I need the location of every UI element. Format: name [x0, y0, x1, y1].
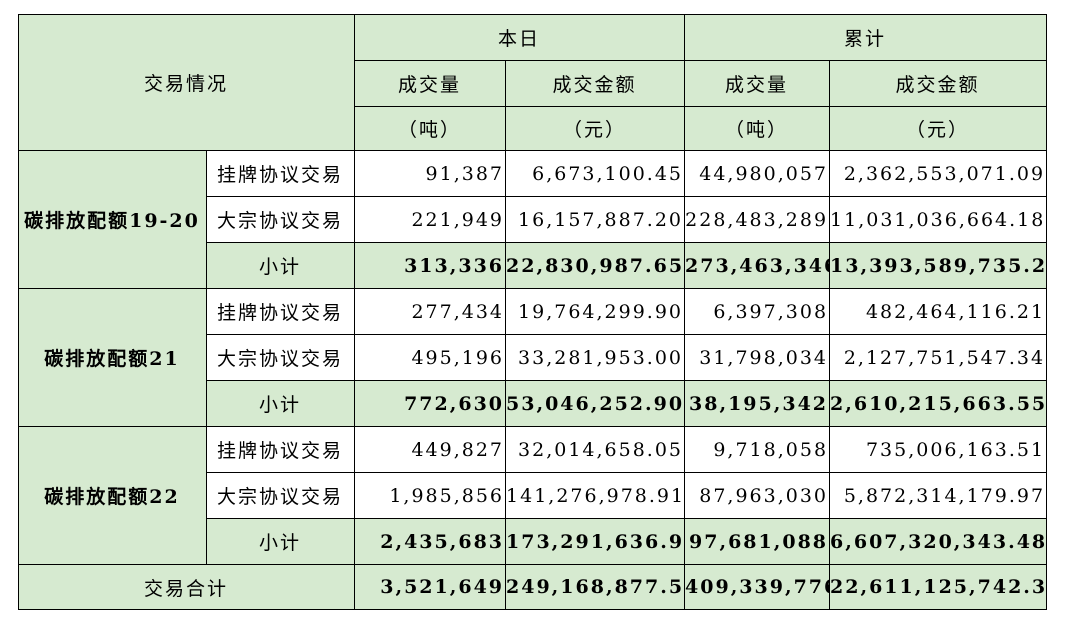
subtotal-row: 小计 313,336 22,830,987.65 273,463,346 13,…	[19, 242, 1048, 289]
trading-summary-table: 交易情况 本日 累计 成交量 成交金额 成交量 成交金额 （吨） （元） （吨）…	[17, 14, 1048, 610]
today-volume: 2,435,683	[354, 518, 507, 565]
today-amount: 141,276,978.91	[505, 472, 686, 519]
table-row: 碳排放配额21 挂牌协议交易 277,434 19,764,299.90 6,3…	[18, 288, 1048, 427]
cum-amount: 11,031,036,664.18	[829, 196, 1048, 243]
header-row-3: （吨） （元） （吨） （元）	[19, 106, 1048, 151]
cum-volume: 273,463,346	[684, 242, 831, 289]
header-cum-volume: 成交量	[684, 60, 831, 107]
trade-type: 大宗协议交易	[205, 334, 356, 381]
total-cum-amount: 22,611,125,742.30	[829, 564, 1048, 610]
cum-volume: 44,980,057	[684, 150, 831, 197]
header-today-amount-unit: （元）	[505, 106, 686, 151]
today-volume: 277,434	[354, 288, 507, 335]
cum-amount: 2,127,751,547.34	[829, 334, 1048, 381]
cum-volume: 9,718,058	[684, 426, 831, 473]
cum-amount: 2,610,215,663.55	[829, 380, 1048, 427]
today-volume: 221,949	[354, 196, 507, 243]
table-row: 碳排放配额19-20 挂牌协议交易 91,387 6,673,100.45 44…	[18, 150, 1048, 289]
today-amount: 16,157,887.20	[505, 196, 686, 243]
trade-type: 大宗协议交易	[205, 472, 356, 519]
total-cum-volume: 409,339,776	[684, 564, 831, 610]
header-cum-amount-unit: （元）	[829, 106, 1048, 151]
total-today-volume: 3,521,649	[354, 564, 507, 610]
cum-volume: 31,798,034	[684, 334, 831, 381]
today-amount: 32,014,658.05	[505, 426, 686, 473]
header-cum-volume-unit: （吨）	[684, 106, 831, 151]
subtotal-row: 小计 2,435,683 173,291,636.96 97,681,088 6…	[19, 518, 1048, 565]
today-amount: 33,281,953.00	[505, 334, 686, 381]
today-amount: 53,046,252.90	[505, 380, 686, 427]
header-today: 本日	[354, 14, 686, 61]
cum-volume: 38,195,342	[684, 380, 831, 427]
group-name: 碳排放配额22	[18, 426, 207, 565]
trade-type: 挂牌协议交易	[205, 426, 356, 473]
today-amount: 19,764,299.90	[505, 288, 686, 335]
cum-volume: 228,483,289	[684, 196, 831, 243]
subtotal-label: 小计	[205, 380, 356, 427]
cum-amount: 6,607,320,343.48	[829, 518, 1048, 565]
table-row: 大宗协议交易 1,985,856 141,276,978.91 87,963,0…	[19, 472, 1048, 519]
today-volume: 313,336	[354, 242, 507, 289]
cum-amount: 5,872,314,179.97	[829, 472, 1048, 519]
table-row: 大宗协议交易 221,949 16,157,887.20 228,483,289…	[19, 196, 1048, 243]
cum-volume: 97,681,088	[684, 518, 831, 565]
trade-type: 挂牌协议交易	[205, 150, 356, 197]
today-amount: 6,673,100.45	[505, 150, 686, 197]
today-volume: 772,630	[354, 380, 507, 427]
today-volume: 91,387	[354, 150, 507, 197]
cum-amount: 2,362,553,071.09	[829, 150, 1048, 197]
group-name: 碳排放配额19-20	[18, 150, 207, 289]
subtotal-label: 小计	[205, 518, 356, 565]
trade-type: 挂牌协议交易	[205, 288, 356, 335]
total-label: 交易合计	[17, 564, 356, 610]
subtotal-row: 小计 772,630 53,046,252.90 38,195,342 2,61…	[19, 380, 1048, 427]
today-amount: 22,830,987.65	[505, 242, 686, 289]
header-today-volume: 成交量	[354, 60, 507, 107]
today-volume: 449,827	[354, 426, 507, 473]
total-today-amount: 249,168,877.51	[505, 564, 686, 610]
trade-type: 大宗协议交易	[205, 196, 356, 243]
header-today-amount: 成交金额	[505, 60, 686, 107]
header-cumulative: 累计	[684, 14, 1048, 61]
group-name: 碳排放配额21	[18, 288, 207, 427]
header-today-volume-unit: （吨）	[354, 106, 507, 151]
header-row-2: 成交量 成交金额 成交量 成交金额	[19, 60, 1048, 107]
today-amount: 173,291,636.96	[505, 518, 686, 565]
header-row-1: 交易情况 本日 累计	[17, 14, 1048, 151]
total-row: 交易合计 3,521,649 249,168,877.51 409,339,77…	[17, 564, 1048, 610]
table-row: 大宗协议交易 495,196 33,281,953.00 31,798,034 …	[19, 334, 1048, 381]
today-volume: 1,985,856	[354, 472, 507, 519]
header-row-label: 交易情况	[17, 14, 356, 151]
cum-amount: 482,464,116.21	[829, 288, 1048, 335]
subtotal-label: 小计	[205, 242, 356, 289]
table-row: 碳排放配额22 挂牌协议交易 449,827 32,014,658.05 9,7…	[18, 426, 1048, 565]
header-cum-amount: 成交金额	[829, 60, 1048, 107]
cum-volume: 6,397,308	[684, 288, 831, 335]
cum-amount: 13,393,589,735.27	[829, 242, 1048, 289]
cum-amount: 735,006,163.51	[829, 426, 1048, 473]
today-volume: 495,196	[354, 334, 507, 381]
cum-volume: 87,963,030	[684, 472, 831, 519]
